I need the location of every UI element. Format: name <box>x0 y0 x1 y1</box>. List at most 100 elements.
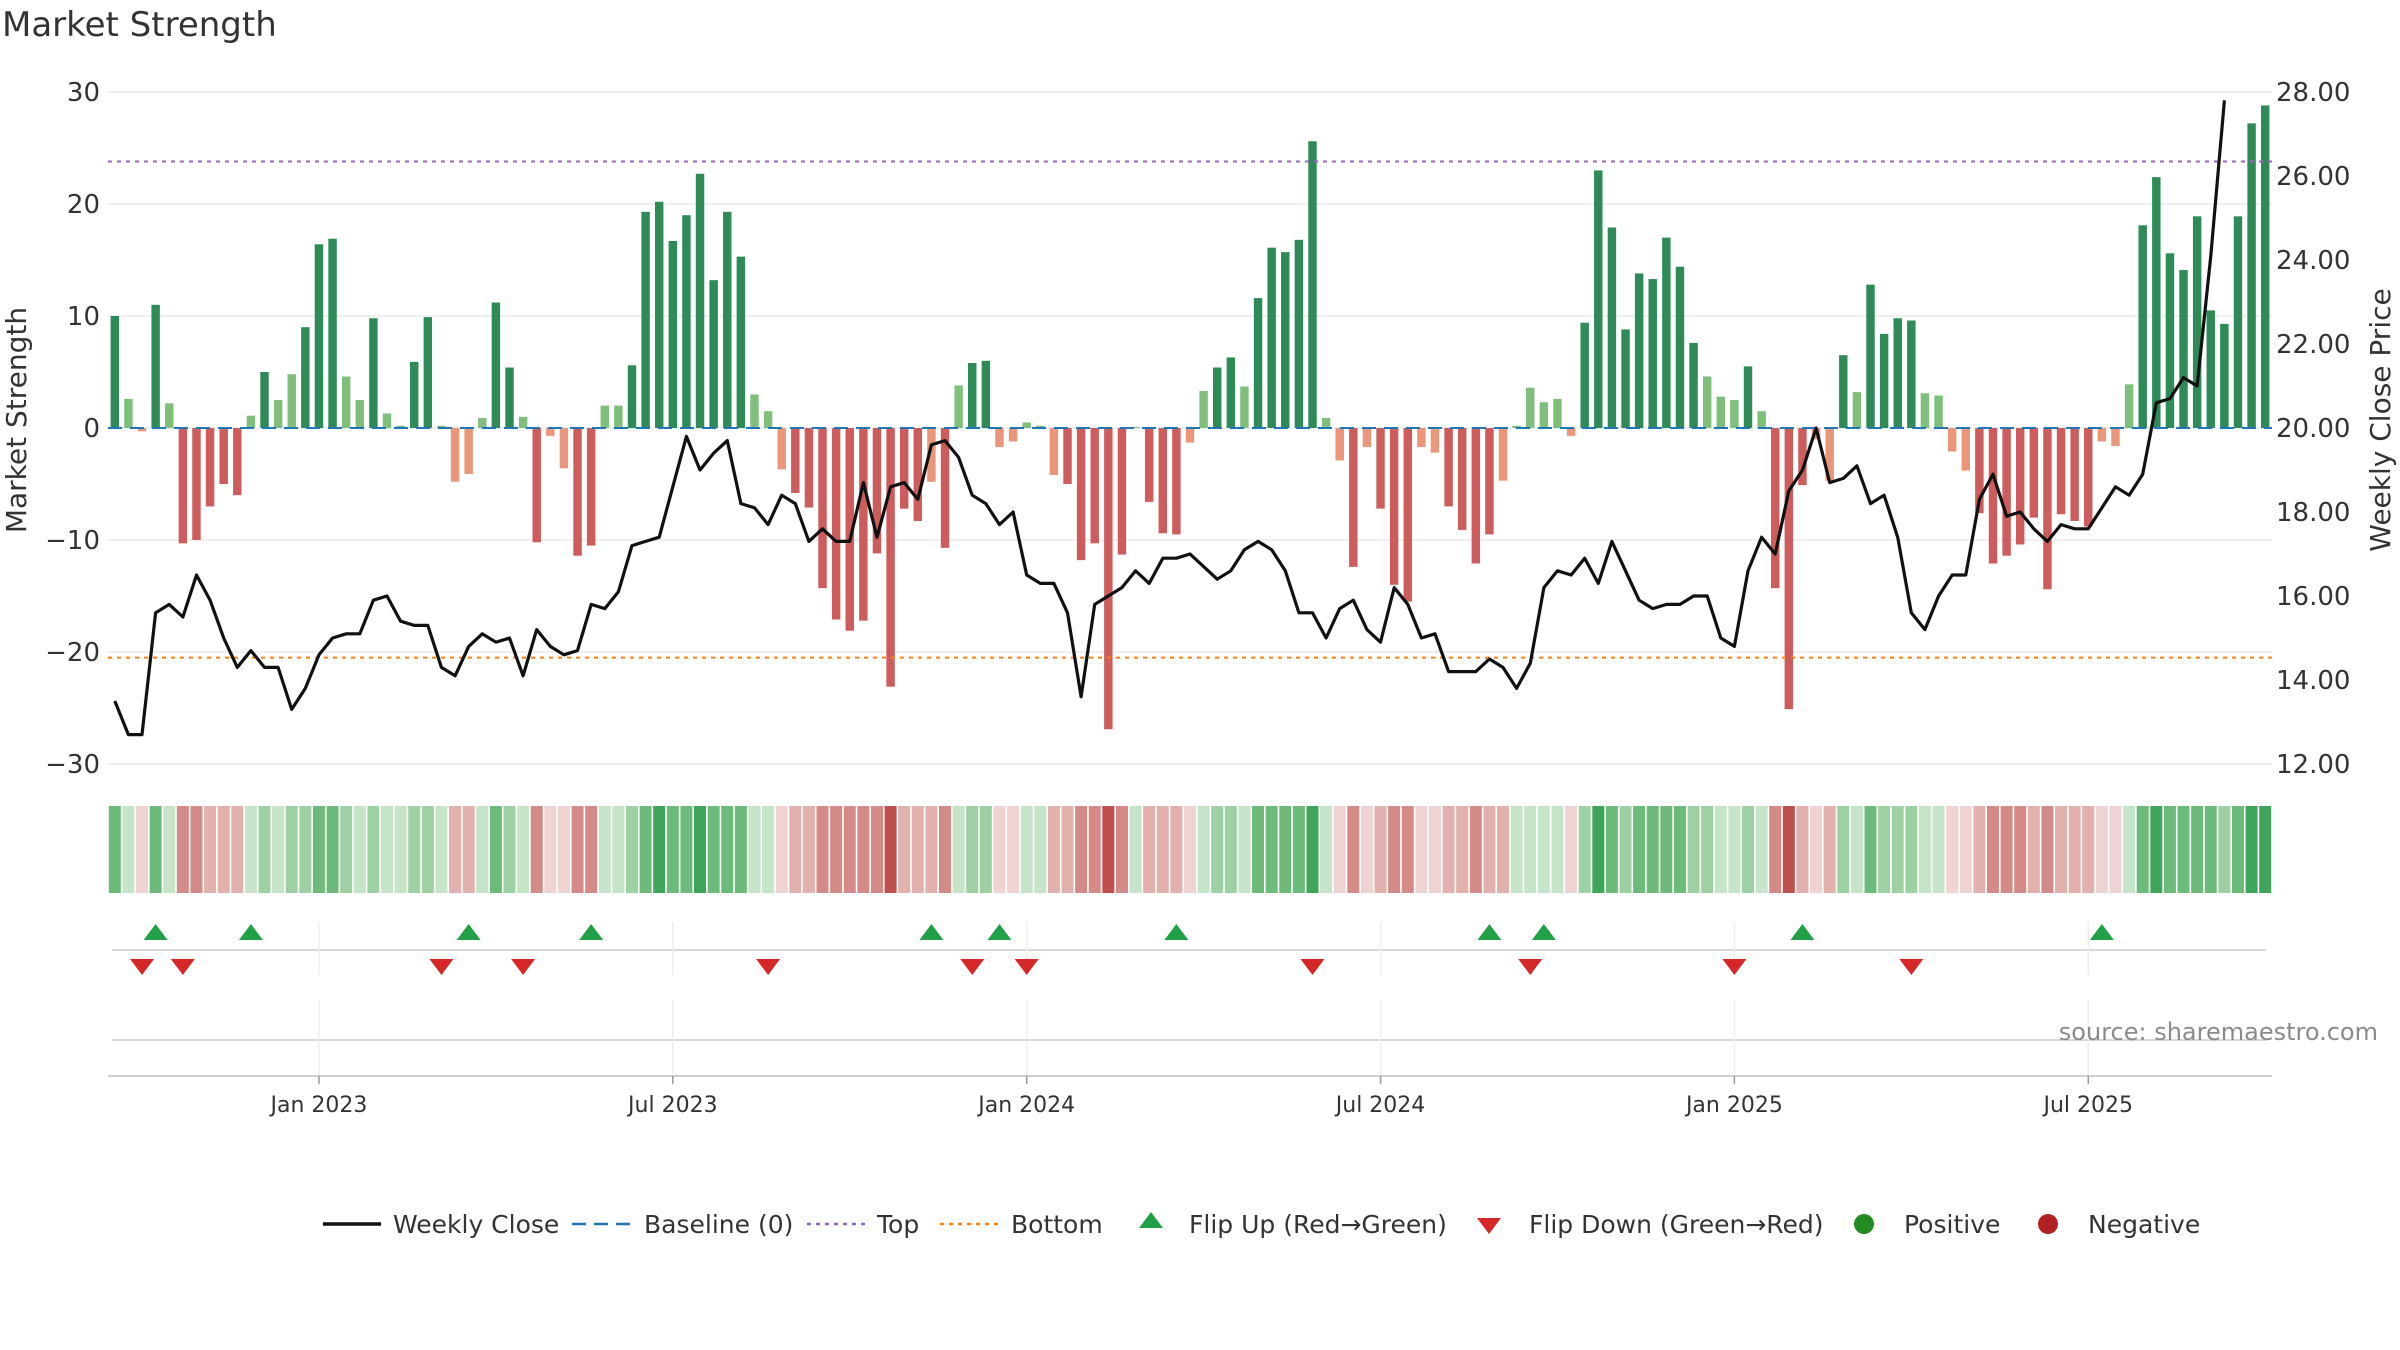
reference-lines <box>108 160 2272 659</box>
legend-label: Top <box>876 1210 919 1239</box>
strength-bar <box>1825 428 1834 481</box>
heat-cell <box>1129 806 1142 893</box>
strength-bar <box>1213 367 1222 428</box>
strength-bar <box>192 428 201 540</box>
heat-cell <box>435 806 448 893</box>
flip-up-marker <box>143 924 168 940</box>
right-axis: 28.00 26.00 24.00 22.00 20.00 18.00 16.00 14.00… <box>2276 78 2350 780</box>
strength-bar <box>1798 428 1807 486</box>
strength-bar <box>927 428 936 482</box>
heat-cell <box>1415 806 1428 893</box>
heat-cell <box>2000 806 2013 893</box>
heat-cell <box>694 806 707 893</box>
strength-bar <box>1281 252 1290 428</box>
strength-bar <box>1144 428 1154 502</box>
heat-cell <box>1197 806 1210 893</box>
strength-bar <box>968 363 977 428</box>
weekly-close-polyline <box>113 100 2226 737</box>
strength-bar <box>654 201 664 428</box>
left-axis: 30 20 10 0 −10 −20 −30 <box>45 78 100 780</box>
heat-cell <box>1360 806 1373 893</box>
heat-cell <box>1442 806 1455 893</box>
strength-bar <box>2097 428 2107 442</box>
strength-bar <box>1417 428 1426 448</box>
strength-bar <box>1430 428 1440 453</box>
strength-bar <box>1839 355 1848 428</box>
heat-cell <box>1619 806 1632 893</box>
heat-cell <box>1905 806 1918 893</box>
heat-cell <box>653 806 666 893</box>
right-tick-label: 26.00 <box>2276 162 2350 192</box>
strength-bar <box>859 428 868 621</box>
heat-cell <box>1483 806 1496 893</box>
heat-cell <box>2055 806 2068 893</box>
strength-bar <box>2029 428 2039 518</box>
strength-bar <box>260 372 269 428</box>
heat-cell <box>1088 806 1101 893</box>
heat-cell <box>1823 806 1836 893</box>
strength-bar <box>2233 216 2243 428</box>
flip-down-marker <box>130 959 155 975</box>
strength-bar <box>1185 428 1195 443</box>
heat-cell <box>1279 806 1292 893</box>
heat-cell <box>1769 806 1782 893</box>
y-axis-label-right: Weekly Close Price <box>2364 288 2397 551</box>
strength-bar <box>1566 428 1576 436</box>
heat-cell <box>1007 806 1020 893</box>
heat-cell <box>1959 806 1972 893</box>
heat-cell <box>326 806 339 893</box>
heat-cell <box>312 806 325 893</box>
strength-bar <box>1947 428 1957 452</box>
heat-cell <box>2014 806 2027 893</box>
heat-cell <box>1102 806 1115 893</box>
heat-cell <box>2082 806 2095 893</box>
strength-bar <box>2206 310 2215 428</box>
left-tick-label: 10 <box>67 302 100 332</box>
heat-cell <box>2095 806 2108 893</box>
heat-cell <box>1986 806 1999 893</box>
strength-bar <box>287 374 296 428</box>
x-tick-label: Jan 2025 <box>1684 1093 1783 1118</box>
heat-cell <box>721 806 734 893</box>
heat-cell <box>1850 806 1863 893</box>
strength-bar <box>478 417 487 428</box>
strength-bar <box>1008 428 1018 442</box>
heat-cell <box>762 806 775 893</box>
heat-cell <box>272 806 285 893</box>
heat-cell <box>939 806 952 893</box>
heat-cell <box>1755 806 1768 893</box>
strength-bar <box>423 317 433 428</box>
flip-down-marker <box>170 959 195 975</box>
heat-cell <box>2150 806 2163 893</box>
heat-cell <box>299 806 312 893</box>
strength-bar <box>981 360 991 428</box>
flip-down-marker <box>429 959 454 975</box>
strength-bar <box>954 385 963 428</box>
legend-label: Bottom <box>1011 1210 1103 1239</box>
heat-cell <box>2136 806 2149 893</box>
heat-cell <box>367 806 380 893</box>
strength-bar <box>1444 428 1453 507</box>
right-tick-label: 12.00 <box>2276 750 2350 780</box>
heat-cell <box>1374 806 1387 893</box>
left-tick-label: 30 <box>67 78 100 108</box>
strength-bar <box>913 428 923 521</box>
strength-bar <box>1920 393 1930 428</box>
heat-cell <box>489 806 502 893</box>
heat-cell <box>1864 806 1877 893</box>
flip-down-marker <box>1300 959 1325 975</box>
strength-bar <box>641 211 650 428</box>
strength-bar <box>831 428 841 620</box>
strength-bar <box>450 428 460 482</box>
strength-bar <box>1267 247 1276 428</box>
strength-bar <box>1526 387 1535 428</box>
strength-bar <box>845 428 854 631</box>
chart-title: Market Strength <box>2 5 277 45</box>
heat-cell <box>1075 806 1088 893</box>
heat-cell <box>2218 806 2231 893</box>
strength-bar <box>2002 428 2011 556</box>
right-tick-label: 18.00 <box>2276 498 2350 528</box>
strength-bar <box>355 400 365 428</box>
heat-cell <box>1034 806 1047 893</box>
legend-flip-up-swatch <box>1139 1212 1163 1228</box>
